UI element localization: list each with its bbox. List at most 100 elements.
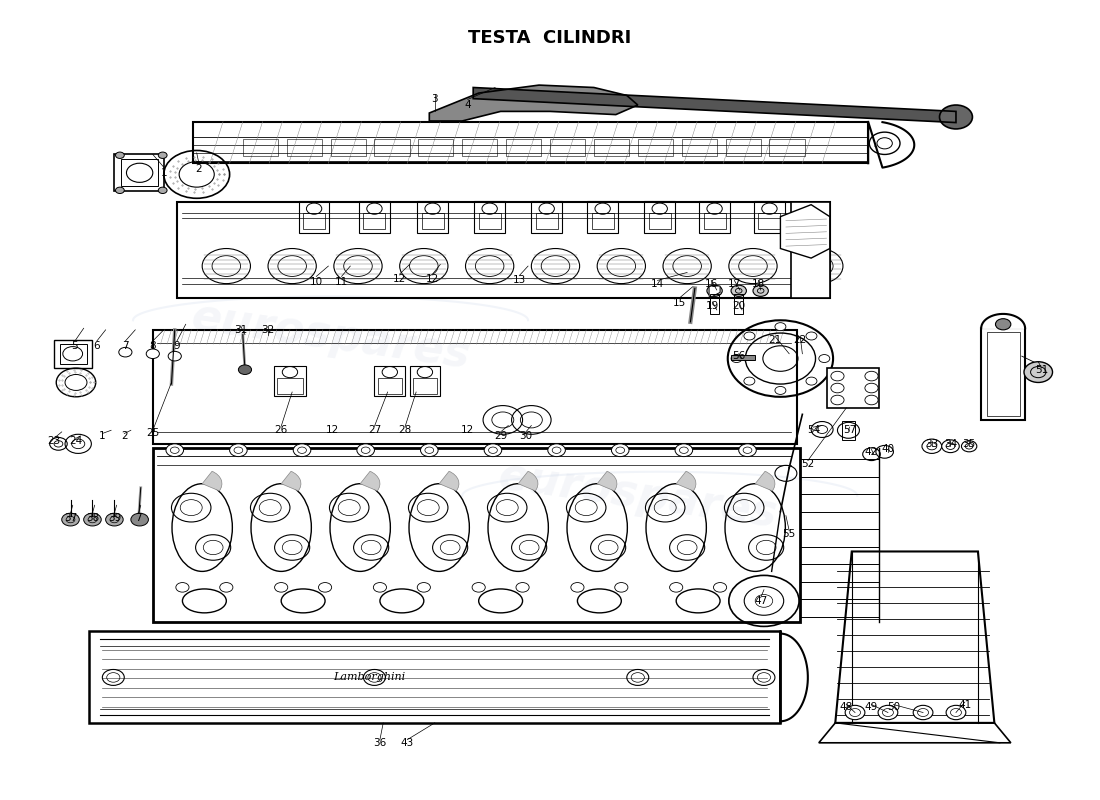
Polygon shape	[826, 368, 879, 408]
Text: 39: 39	[108, 513, 121, 523]
Text: 26: 26	[275, 426, 288, 435]
Circle shape	[774, 322, 785, 330]
Text: 28: 28	[398, 426, 411, 435]
Bar	[274, 366, 307, 396]
Bar	[374, 366, 405, 396]
Polygon shape	[473, 87, 956, 122]
Text: 14: 14	[651, 279, 664, 290]
Polygon shape	[710, 286, 720, 296]
Circle shape	[62, 514, 79, 526]
Text: 47: 47	[754, 596, 768, 606]
Text: 24: 24	[69, 437, 82, 446]
Text: 8: 8	[150, 341, 156, 350]
Polygon shape	[780, 631, 807, 723]
Text: eurospares: eurospares	[495, 454, 780, 537]
Text: 30: 30	[519, 431, 532, 441]
Bar	[474, 201, 505, 233]
Text: 20: 20	[733, 301, 746, 311]
Circle shape	[744, 332, 755, 340]
Text: 35: 35	[962, 439, 976, 449]
Wedge shape	[597, 471, 617, 491]
Circle shape	[119, 347, 132, 357]
Bar	[842, 421, 855, 440]
Bar	[735, 294, 744, 314]
Bar	[363, 214, 385, 230]
Text: 15: 15	[673, 298, 686, 308]
Text: 56: 56	[733, 351, 746, 361]
Circle shape	[806, 377, 817, 385]
Circle shape	[946, 706, 966, 720]
Circle shape	[116, 152, 124, 158]
Bar	[377, 378, 402, 394]
Circle shape	[294, 444, 311, 457]
Text: 41: 41	[958, 699, 971, 710]
Circle shape	[732, 286, 747, 296]
Bar	[638, 138, 673, 156]
Polygon shape	[429, 85, 638, 121]
Polygon shape	[780, 205, 829, 258]
Circle shape	[420, 444, 438, 457]
Circle shape	[239, 365, 252, 374]
Bar	[755, 201, 784, 233]
Bar	[987, 332, 1020, 416]
Text: 54: 54	[806, 426, 820, 435]
Circle shape	[106, 514, 123, 526]
Circle shape	[675, 444, 693, 457]
Text: 12: 12	[426, 274, 439, 284]
Bar	[536, 214, 558, 230]
Bar	[121, 159, 158, 186]
Bar	[412, 378, 437, 394]
Wedge shape	[756, 471, 774, 491]
Bar	[700, 201, 730, 233]
Text: 1: 1	[161, 168, 167, 178]
Text: 55: 55	[782, 529, 795, 539]
Text: 37: 37	[64, 513, 77, 523]
Circle shape	[1024, 362, 1053, 382]
Circle shape	[922, 439, 942, 454]
Text: 31: 31	[234, 325, 248, 335]
Bar	[587, 201, 618, 233]
Bar	[462, 138, 497, 156]
Circle shape	[84, 514, 101, 526]
Circle shape	[996, 318, 1011, 330]
Text: 32: 32	[262, 325, 275, 335]
Text: 4: 4	[464, 100, 471, 110]
Wedge shape	[202, 471, 222, 491]
Circle shape	[146, 349, 160, 358]
Text: 21: 21	[768, 335, 782, 346]
Bar	[759, 214, 780, 230]
Bar	[417, 201, 448, 233]
Circle shape	[818, 354, 829, 362]
Text: 12: 12	[461, 426, 474, 435]
Bar	[531, 201, 562, 233]
Circle shape	[230, 444, 248, 457]
Bar	[506, 138, 541, 156]
Circle shape	[774, 386, 785, 394]
Text: 10: 10	[310, 277, 323, 287]
Bar	[649, 214, 671, 230]
Text: 52: 52	[801, 458, 814, 469]
Text: 50: 50	[887, 702, 900, 712]
Circle shape	[612, 444, 629, 457]
Bar	[287, 138, 322, 156]
Circle shape	[158, 187, 167, 194]
Text: 49: 49	[865, 702, 878, 712]
Bar	[981, 328, 1025, 420]
Circle shape	[131, 514, 149, 526]
Bar	[409, 366, 440, 396]
Circle shape	[845, 706, 865, 720]
Wedge shape	[518, 471, 538, 491]
Bar	[418, 138, 453, 156]
Polygon shape	[981, 314, 1025, 328]
Text: 12: 12	[326, 426, 340, 435]
Circle shape	[942, 440, 959, 453]
Text: 51: 51	[1035, 365, 1048, 374]
Circle shape	[878, 706, 898, 720]
Bar	[277, 378, 304, 394]
Circle shape	[806, 332, 817, 340]
Bar	[304, 214, 326, 230]
Text: 2: 2	[121, 431, 128, 441]
Text: TESTA  CILINDRI: TESTA CILINDRI	[469, 30, 631, 47]
Text: 2: 2	[196, 164, 202, 174]
Circle shape	[484, 444, 502, 457]
